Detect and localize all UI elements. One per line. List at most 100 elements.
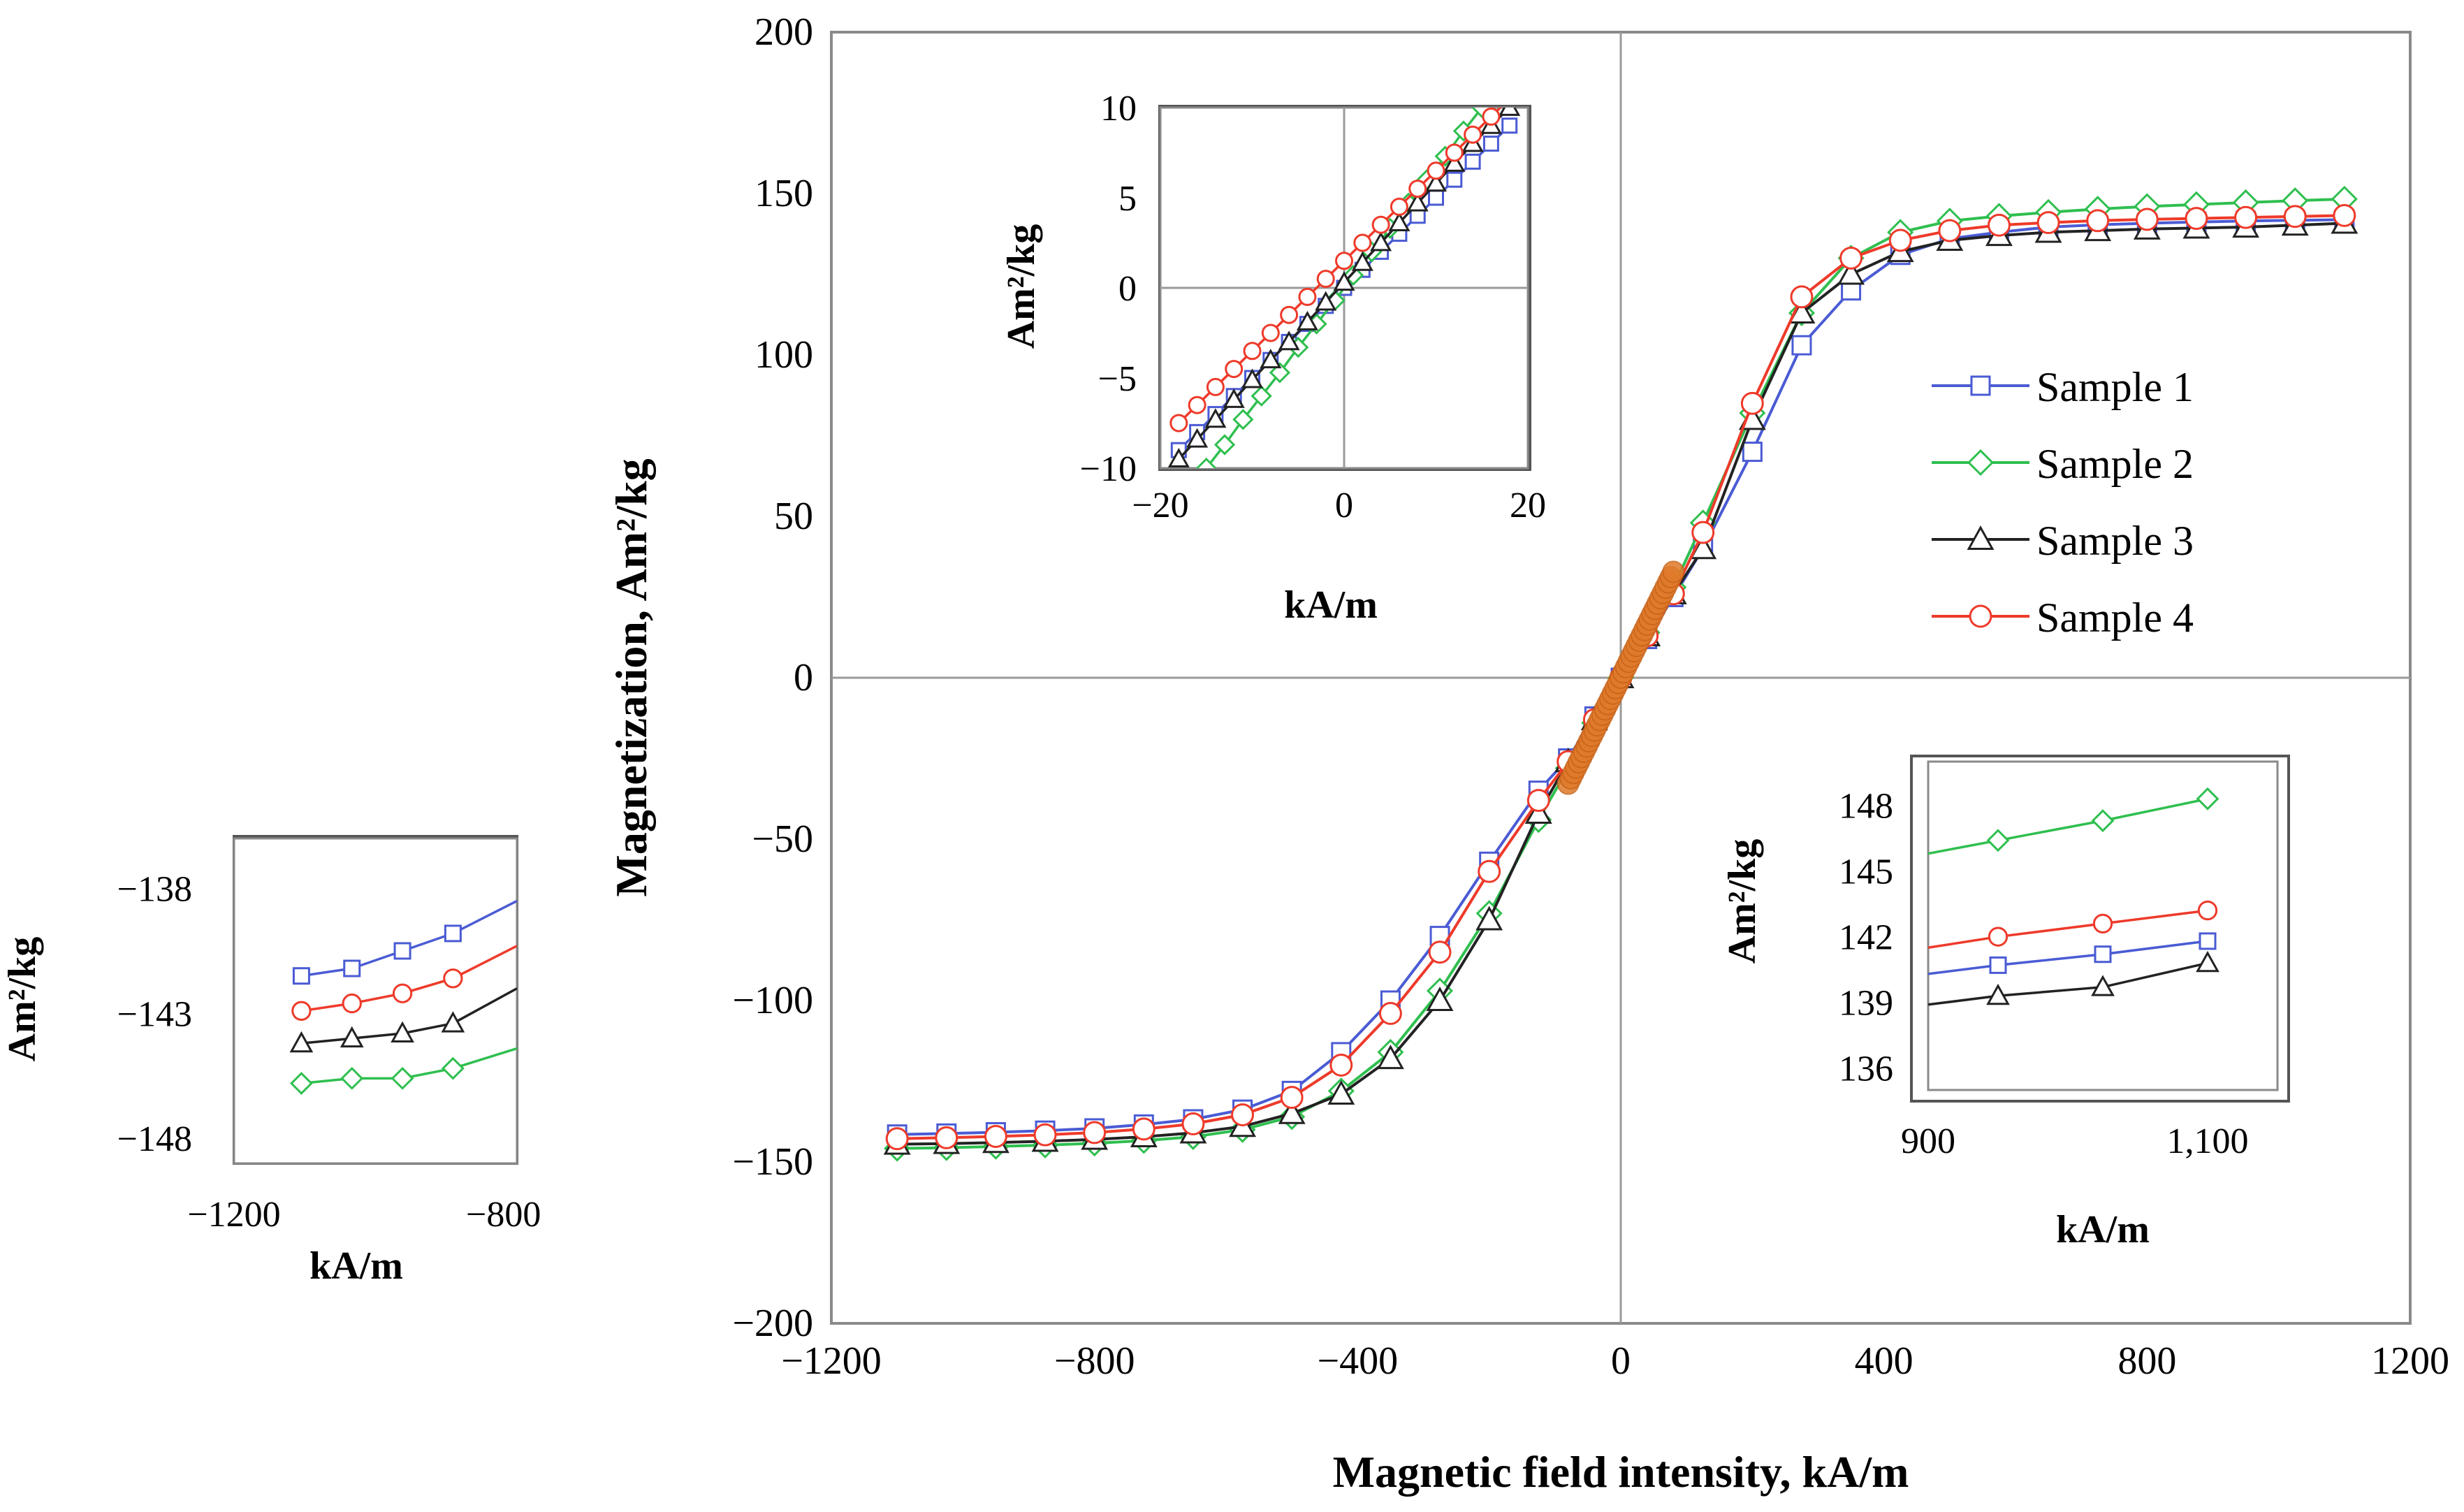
inset_center-sample-4-point xyxy=(1445,143,1464,162)
legend-label: Sample 4 xyxy=(2036,595,2194,641)
main-sample-4-point xyxy=(2283,205,2307,228)
inset_left-sample-3-point xyxy=(441,1011,465,1033)
main-sample-4-point xyxy=(1839,246,1863,270)
inset_left-sample-4-point xyxy=(443,968,463,989)
main-x-tick-label: 0 xyxy=(1611,1339,1631,1383)
inset_left-sample-2-point xyxy=(391,1066,414,1090)
legend-label: Sample 1 xyxy=(2036,364,2194,410)
inset_left-sample-4-point xyxy=(291,1001,312,1021)
inset_right-sample-2-line xyxy=(1928,797,2208,855)
inset_right-series-sample-2 xyxy=(1928,787,2219,855)
main-x-tick-label: −800 xyxy=(1054,1339,1135,1383)
main-sample-3-point xyxy=(1524,799,1552,824)
inset_left-sample-3-point xyxy=(391,1021,414,1042)
main-y-tick-label: −200 xyxy=(732,1302,813,1345)
inset_center-sample-4-point xyxy=(1280,305,1299,324)
main-sample-4-point xyxy=(1691,521,1715,544)
inset_center-sample-1-point xyxy=(1446,171,1463,188)
inset_left-series-sample-4 xyxy=(291,945,517,1021)
inset_center-y-tick-label: 10 xyxy=(1100,89,1137,129)
inset_center-sample-4-point xyxy=(1371,215,1390,234)
legend-marker xyxy=(1967,525,1995,551)
inset_center-sample-3-point xyxy=(1424,172,1448,192)
main-sample-4-point xyxy=(2135,208,2159,231)
main-x-tick-label: −400 xyxy=(1318,1339,1399,1383)
main-sample-4-point xyxy=(1988,213,2011,237)
inset_center-sample-4-point xyxy=(1316,270,1335,289)
inset_right-sample-3-point xyxy=(2091,975,2115,996)
main-sample-3-point xyxy=(1426,987,1454,1012)
main-y-tick-label: 100 xyxy=(754,333,813,377)
main-sample-4-point xyxy=(1329,1053,1353,1077)
inset_left-sample-2-point xyxy=(290,1072,313,1095)
inset_right-sample-1-point xyxy=(2094,945,2112,964)
inset_left-series-sample-1 xyxy=(292,899,517,985)
inset_right-sample-4-point xyxy=(2197,900,2218,921)
main-sample-4-point xyxy=(885,1127,909,1151)
inset_right-sample-3-line xyxy=(1928,961,2208,1006)
main-sample-4-point xyxy=(1428,940,1452,964)
inset_left-sample-4-point xyxy=(342,993,362,1014)
inset_center-sample-4-point xyxy=(1482,108,1501,126)
main-sample-3-point xyxy=(1475,906,1503,931)
legend-item-sample-2: Sample 2 xyxy=(1932,441,2194,487)
main-sample-3-point xyxy=(1837,260,1865,285)
main-sample-4-point xyxy=(1790,285,1814,309)
inset_right-y-tick-label: 148 xyxy=(1839,787,1893,827)
inset_right-sample-2-point xyxy=(2091,809,2115,833)
main-sample-4-point xyxy=(2185,207,2208,231)
inset_center-y-axis-label: Am²/kg xyxy=(1000,224,1043,349)
inset_left-sample-1-point xyxy=(292,967,310,985)
inset_center-sample-4-point xyxy=(1261,324,1280,342)
inset_center-sample-3-point xyxy=(1278,330,1300,351)
inset-right-plot: 900 1,100 136 139 142 145 148 kA/m Am²/kg xyxy=(1721,755,2290,1251)
inset_right-series-sample-4 xyxy=(1928,900,2218,950)
main-y-tick-label: −150 xyxy=(732,1140,813,1184)
inset_right-series-sample-3 xyxy=(1928,950,2219,1006)
legend-marker xyxy=(1967,449,1995,477)
inset_left-sample-4-point xyxy=(392,983,413,1003)
legend-marker xyxy=(1969,604,1992,628)
inset_left-sample-3-point xyxy=(289,1031,314,1053)
inset_left-y-tick-label: −148 xyxy=(117,1119,192,1159)
inset_left-sample-2-point xyxy=(441,1056,465,1080)
main-sample-4-point xyxy=(984,1125,1007,1148)
inset_right-y-tick-label: 142 xyxy=(1839,918,1893,958)
main-y-tick-label: −50 xyxy=(752,817,813,861)
legend-label: Sample 2 xyxy=(2036,441,2194,487)
inset_center-x-tick-label: 0 xyxy=(1335,486,1353,525)
legend-marker xyxy=(1970,375,1991,396)
main-sample-4-point xyxy=(1132,1117,1156,1141)
inset_center-sample-3-point xyxy=(1499,108,1521,116)
inset_left-y-tick-label: −138 xyxy=(117,870,192,910)
inset_center-sample-4-point xyxy=(1298,287,1317,306)
inset_left-plot-area xyxy=(233,837,518,1165)
inset_center-y-tick-label: 0 xyxy=(1118,269,1137,309)
main-sample-3-point xyxy=(1278,1099,1306,1124)
main-sample-4-point xyxy=(1740,391,1764,415)
inset_center-sample-3-point xyxy=(1204,408,1227,428)
inset_center-y-tick-label: −10 xyxy=(1080,449,1137,489)
main-x-tick-label: 800 xyxy=(2117,1339,2176,1383)
inset_center-sample-1-point xyxy=(1464,153,1481,170)
inset_center-sample-2-point xyxy=(1251,385,1272,407)
inset_center-sample-3-point xyxy=(1406,191,1429,212)
inset_center-sample-3-point xyxy=(1315,291,1337,311)
inset_right-series-sample-1 xyxy=(1928,932,2217,975)
main-y-tick-label: 50 xyxy=(774,495,813,538)
main-sample-3-point xyxy=(1327,1080,1355,1105)
main-plot: −1200 −800 −400 0 400 800 1200−200−150−100−500… xyxy=(606,10,2449,1497)
main-sample-4-point xyxy=(2036,211,2060,235)
inset_left-x-tick-label: −1200 xyxy=(187,1195,280,1235)
inset_left-y-tick-label: −143 xyxy=(117,994,192,1034)
main-y-axis-label: Magnetization, Am²/kg xyxy=(606,458,656,896)
inset_right-sample-4-point xyxy=(1988,926,2009,947)
legend-item-sample-3: Sample 3 xyxy=(1932,518,2194,564)
inset-center-plot: −20 0 20 −10 −5 0 5 10 kA/m Am²/kg xyxy=(1000,89,1546,627)
inset_center-sample-3-point xyxy=(1351,251,1373,271)
inset_center-sample-3-point xyxy=(1260,349,1282,369)
inset_right-x-tick-label: 1,100 xyxy=(2167,1121,2249,1161)
inset_center-x-tick-label: 20 xyxy=(1510,486,1546,525)
